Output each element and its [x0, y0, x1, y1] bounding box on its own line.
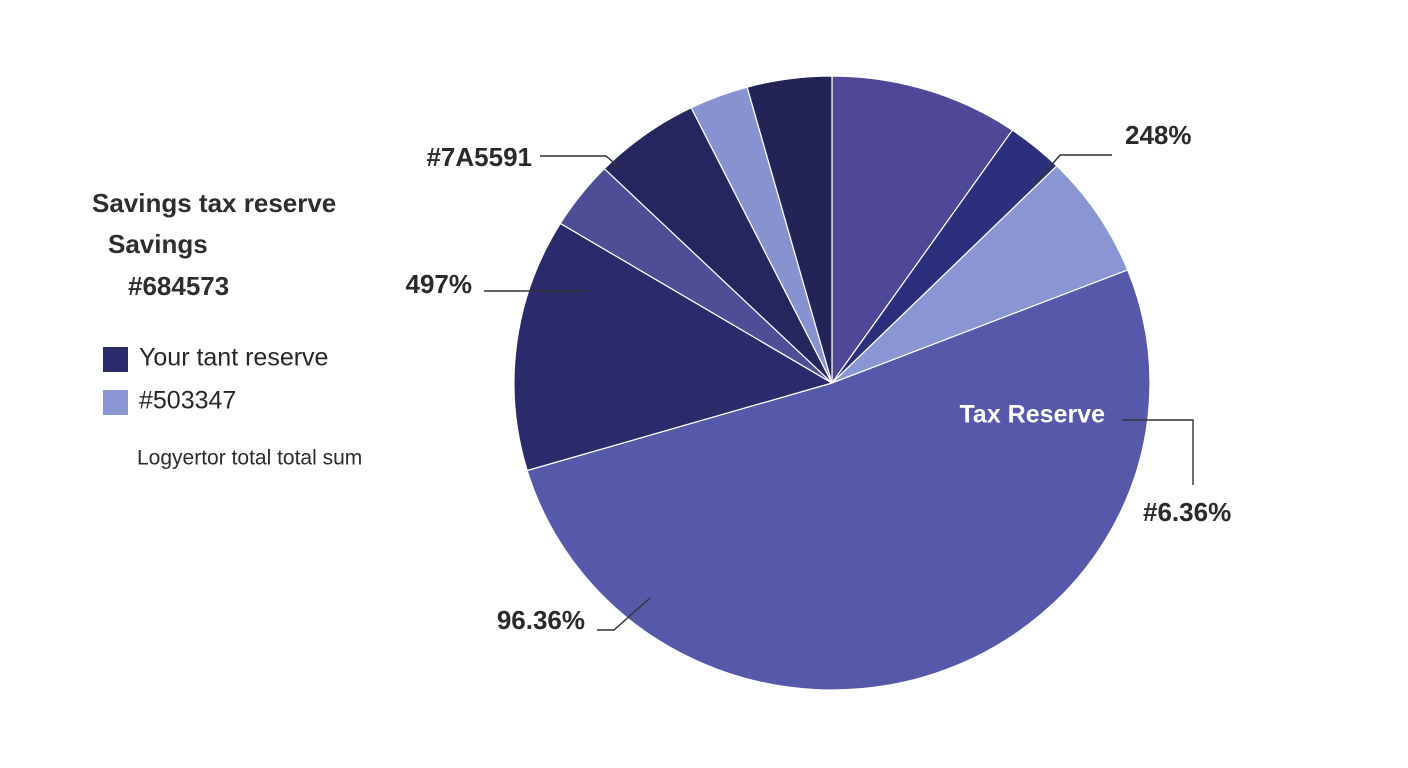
chart-subtitle: #684573	[128, 271, 229, 301]
annotation: 96.36%	[497, 605, 585, 635]
leader-line	[1122, 419, 1194, 485]
annotation: Tax Reserve	[960, 401, 1106, 429]
pie	[513, 75, 1151, 691]
chart-note: Logyertor total total sum	[137, 447, 362, 470]
annotation: #6.36%	[1143, 497, 1231, 527]
leader-line	[1031, 154, 1112, 189]
pie-slice	[831, 165, 1129, 384]
chart-subtitle: Savings	[108, 229, 208, 259]
pie-slice	[746, 75, 833, 384]
leader-line	[597, 597, 651, 631]
legend-label: Your tant reserve	[139, 344, 328, 372]
legend-swatch	[103, 347, 128, 372]
pie-slice	[831, 75, 1014, 385]
leader-line	[540, 155, 621, 169]
annotation: 248%	[1125, 120, 1192, 150]
annotation: #7A5591	[426, 142, 532, 172]
pie-slice	[526, 269, 1151, 691]
annotation: 497%	[406, 269, 473, 299]
annotations: #7A5591 497% 248% Tax Reserve #6.36% 96.36%	[406, 120, 1232, 635]
pie-slice	[513, 222, 834, 472]
chart-title: Savings tax reserve	[92, 188, 336, 218]
legend-label: #503347	[139, 387, 236, 415]
legend-swatch	[103, 390, 128, 415]
